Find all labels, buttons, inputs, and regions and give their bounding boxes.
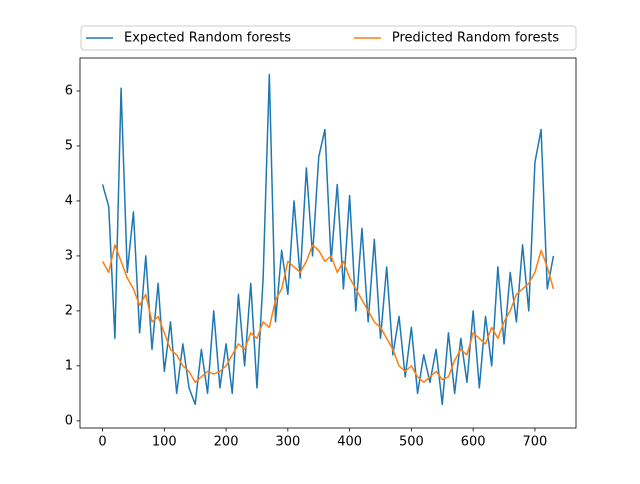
series-line	[101, 73, 555, 406]
y-tick-label: 5	[65, 138, 73, 153]
x-tick-label: 200	[214, 435, 239, 450]
x-tick-label: 400	[337, 435, 362, 450]
y-tick-label: 4	[65, 193, 73, 208]
x-tick-label: 500	[399, 435, 424, 450]
series-line	[101, 244, 555, 384]
x-tick-label: 600	[461, 435, 486, 450]
x-tick-label: 0	[98, 435, 106, 450]
x-tick-label: 300	[275, 435, 300, 450]
plot-frame	[79, 57, 577, 429]
x-tick-label: 700	[523, 435, 548, 450]
y-tick-label: 1	[65, 358, 73, 373]
y-tick-label: 0	[65, 413, 73, 428]
legend-label: Predicted Random forests	[392, 31, 560, 46]
legend-label: Expected Random forests	[124, 31, 291, 46]
y-tick-label: 2	[65, 303, 73, 318]
legend-box	[80, 25, 577, 51]
y-tick-label: 6	[65, 83, 73, 98]
x-tick-label: 100	[152, 435, 177, 450]
y-tick-label: 3	[65, 248, 73, 263]
